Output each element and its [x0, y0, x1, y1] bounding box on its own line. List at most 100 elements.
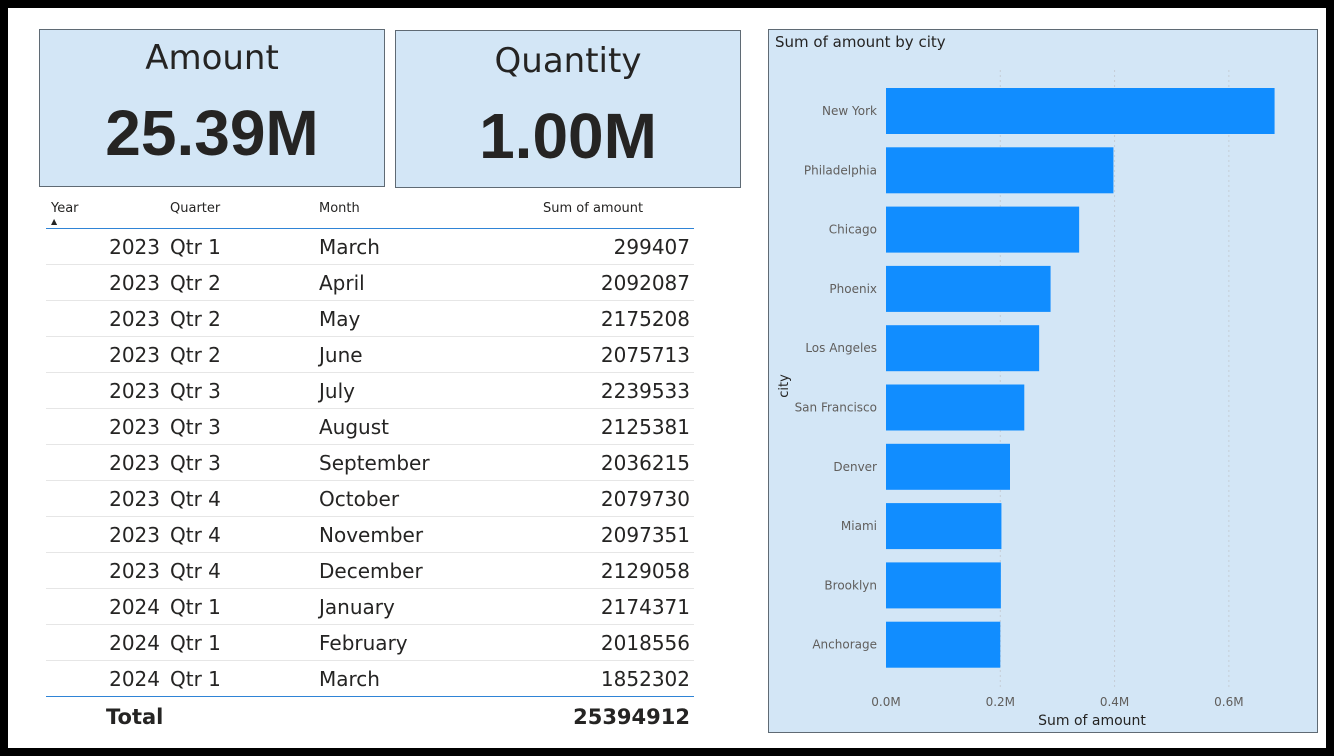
table-row[interactable]: 2023 Qtr 2 April 2092087	[46, 265, 694, 301]
cell-amount: 2079730	[600, 487, 690, 511]
header-sum-of-amount[interactable]: Sum of amount	[543, 201, 644, 216]
cell-month: January	[319, 595, 395, 619]
header-quarter[interactable]: Quarter	[170, 201, 221, 216]
cell-amount: 2097351	[600, 523, 690, 547]
cell-month: March	[319, 667, 380, 691]
amount-card-value: 25.39M	[105, 97, 319, 169]
cell-amount: 2018556	[600, 631, 690, 655]
table-row[interactable]: 2023 Qtr 1 March 299407	[46, 229, 694, 265]
bar[interactable]	[886, 621, 1001, 668]
bar[interactable]	[886, 88, 1275, 134]
category-label: Chicago	[829, 223, 877, 237]
sort-ascending-icon: ▲	[51, 217, 58, 226]
category-label: Phoenix	[829, 282, 877, 296]
cell-year: 2023	[109, 415, 160, 439]
table-header: Year ▲ Quarter Month Sum of amount	[46, 196, 694, 229]
amount-table: Year ▲ Quarter Month Sum of amount 2023 Q…	[46, 196, 694, 737]
cell-amount: 2125381	[600, 415, 690, 439]
cell-quarter: Qtr 4	[170, 559, 221, 583]
table-row[interactable]: 2023 Qtr 3 August 2125381	[46, 409, 694, 445]
bar[interactable]	[886, 562, 1001, 609]
cell-month: June	[319, 343, 363, 367]
category-label: San Francisco	[795, 401, 877, 415]
cell-year: 2023	[109, 235, 160, 259]
cell-year: 2023	[109, 451, 160, 475]
cell-year: 2024	[109, 595, 160, 619]
table-body: 2023 Qtr 1 March 299407 2023 Qtr 2 April 209208…	[46, 229, 694, 697]
x-axis-title: Sum of amount	[1038, 713, 1146, 729]
category-label: New York	[822, 104, 877, 118]
amount-card[interactable]: Amount 25.39M	[39, 29, 385, 187]
table-row[interactable]: 2023 Qtr 4 October 2079730	[46, 481, 694, 517]
cell-quarter: Qtr 3	[170, 451, 221, 475]
cell-amount: 2129058	[600, 559, 690, 583]
bar[interactable]	[886, 384, 1025, 431]
cell-year: 2023	[109, 307, 160, 331]
table-row[interactable]: 2023 Qtr 2 June 2075713	[46, 337, 694, 373]
cell-quarter: Qtr 3	[170, 415, 221, 439]
amount-card-title: Amount	[145, 38, 279, 78]
header-year[interactable]: Year	[51, 201, 79, 216]
quantity-card[interactable]: Quantity 1.00M	[395, 30, 741, 188]
cell-month: September	[319, 451, 430, 475]
bar[interactable]	[886, 265, 1051, 312]
table-row[interactable]: 2023 Qtr 2 May 2175208	[46, 301, 694, 337]
bar[interactable]	[886, 147, 1114, 194]
cell-quarter: Qtr 2	[170, 271, 221, 295]
table-row[interactable]: 2023 Qtr 4 December 2129058	[46, 553, 694, 589]
cell-month: May	[319, 307, 361, 331]
table-row[interactable]: 2024 Qtr 1 March 1852302	[46, 661, 694, 696]
header-month[interactable]: Month	[319, 201, 360, 216]
chart-svg: New York Philadelphia Chicago Phoenix Los An…	[777, 70, 1275, 729]
cell-year: 2024	[109, 667, 160, 691]
report-canvas: Amount 25.39M Quantity 1.00M Year ▲ Quar…	[8, 8, 1326, 748]
x-tick-label: 0.0M	[871, 695, 900, 709]
chart-title: Sum of amount by city	[775, 33, 946, 51]
table-row[interactable]: 2023 Qtr 4 November 2097351	[46, 517, 694, 553]
table-row[interactable]: 2024 Qtr 1 January 2174371	[46, 589, 694, 625]
city-bar-chart[interactable]: Sum of amount by city New York Philadelph…	[768, 29, 1318, 733]
cell-amount: 1852302	[600, 667, 690, 691]
bar[interactable]	[886, 325, 1040, 372]
category-label: Los Angeles	[805, 341, 877, 355]
cell-month: August	[319, 415, 389, 439]
cell-year: 2023	[109, 343, 160, 367]
category-label: Miami	[841, 519, 877, 533]
cell-year: 2024	[109, 631, 160, 655]
cell-quarter: Qtr 1	[170, 595, 221, 619]
bar[interactable]	[886, 206, 1080, 253]
total-value: 25394912	[573, 705, 690, 729]
cell-quarter: Qtr 3	[170, 379, 221, 403]
cell-year: 2023	[109, 487, 160, 511]
cell-month: April	[319, 271, 365, 295]
cell-month: July	[319, 379, 355, 403]
cell-amount: 2036215	[600, 451, 690, 475]
x-tick-label: 0.2M	[986, 695, 1015, 709]
cell-year: 2023	[109, 559, 160, 583]
y-axis-title: city	[777, 374, 792, 398]
cell-year: 2023	[109, 379, 160, 403]
category-label: Brooklyn	[824, 578, 877, 592]
cell-amount: 2075713	[600, 343, 690, 367]
table-row[interactable]: 2023 Qtr 3 July 2239533	[46, 373, 694, 409]
table-row[interactable]: 2024 Qtr 1 February 2018556	[46, 625, 694, 661]
bar[interactable]	[886, 443, 1010, 490]
cell-amount: 2092087	[600, 271, 690, 295]
category-label: Denver	[833, 460, 877, 474]
bar[interactable]	[886, 503, 1002, 550]
cell-quarter: Qtr 1	[170, 235, 221, 259]
total-label: Total	[106, 705, 164, 729]
cell-amount: 2175208	[600, 307, 690, 331]
cell-month: November	[319, 523, 424, 547]
cell-month: February	[319, 631, 408, 655]
cell-year: 2023	[109, 523, 160, 547]
x-tick-label: 0.6M	[1214, 695, 1243, 709]
table-row[interactable]: 2023 Qtr 3 September 2036215	[46, 445, 694, 481]
cell-month: March	[319, 235, 380, 259]
cell-month: October	[319, 487, 400, 511]
category-label: Philadelphia	[804, 163, 877, 177]
cell-quarter: Qtr 4	[170, 523, 221, 547]
cell-quarter: Qtr 1	[170, 631, 221, 655]
category-label: Anchorage	[812, 638, 877, 652]
cell-quarter: Qtr 4	[170, 487, 221, 511]
